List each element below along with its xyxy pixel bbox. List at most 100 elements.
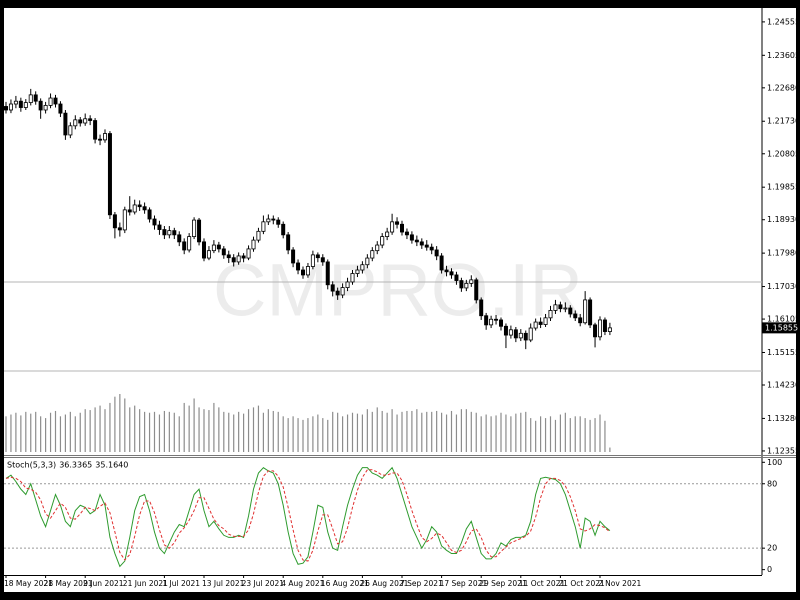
x-tick-label: 29 Sep 2021 bbox=[479, 579, 527, 588]
candle-body bbox=[201, 241, 206, 259]
candle-body bbox=[355, 269, 360, 274]
x-tick-label: 23 Jul 2021 bbox=[242, 579, 285, 588]
candle-body bbox=[256, 230, 261, 241]
x-tick-label: 2 Nov 2021 bbox=[598, 579, 641, 588]
candle-body bbox=[474, 279, 479, 301]
candle-body bbox=[98, 138, 103, 141]
candle-body bbox=[216, 244, 221, 250]
candle-body bbox=[296, 262, 301, 271]
candle-body bbox=[419, 241, 424, 246]
candle-body bbox=[236, 255, 241, 263]
stoch-line bbox=[5, 469, 611, 562]
candle-body bbox=[513, 329, 518, 339]
candle-body bbox=[380, 236, 385, 246]
candle-body bbox=[533, 321, 538, 329]
indicator-value: 35.1640 bbox=[95, 461, 128, 470]
stoch-line bbox=[5, 466, 611, 568]
candle-body bbox=[226, 254, 231, 259]
x-tick-label: 18 May 2021 bbox=[4, 579, 53, 588]
candle-body bbox=[43, 105, 48, 111]
candle-body bbox=[132, 204, 137, 213]
candle-body bbox=[523, 332, 528, 341]
candle-body bbox=[563, 307, 568, 310]
candle-body bbox=[271, 218, 276, 221]
indicator-title: Stoch(5,3,3) bbox=[7, 461, 56, 470]
candle-body bbox=[444, 269, 449, 273]
x-tick-label: 13 Jul 2021 bbox=[202, 579, 245, 588]
y-tick-label: 1.18930 bbox=[767, 215, 800, 224]
candle-body bbox=[434, 249, 439, 257]
x-tick-label: 1 Jul 2021 bbox=[162, 579, 200, 588]
y-tick-label: 1.20805 bbox=[767, 149, 800, 158]
candle-body bbox=[83, 118, 88, 124]
candle-body bbox=[602, 319, 607, 332]
y-tick-label: 1.24555 bbox=[767, 17, 800, 26]
candle-body bbox=[241, 255, 246, 259]
candle-body bbox=[449, 271, 454, 276]
candle-body bbox=[573, 313, 578, 319]
candle-body bbox=[88, 118, 93, 121]
candle-body bbox=[157, 224, 162, 230]
candle-body bbox=[479, 299, 484, 317]
candle-body bbox=[182, 241, 187, 251]
x-tick-label: 21 Jun 2021 bbox=[123, 579, 168, 588]
candle-body bbox=[489, 318, 494, 326]
candle-body bbox=[142, 206, 147, 211]
y-tick-label: 1.16105 bbox=[767, 315, 800, 324]
y-tick-label: 1.14230 bbox=[767, 381, 800, 390]
candle-body bbox=[350, 273, 355, 283]
y-tick-label: 1.12355 bbox=[767, 446, 800, 455]
candle-body bbox=[192, 219, 197, 237]
candle-body bbox=[409, 234, 414, 241]
candle-body bbox=[73, 119, 78, 127]
candle-body bbox=[68, 125, 73, 136]
candle-body bbox=[211, 244, 216, 252]
candle-body bbox=[424, 244, 429, 248]
candle-body bbox=[528, 327, 533, 341]
candle-body bbox=[518, 332, 523, 339]
candle-body bbox=[93, 120, 98, 140]
y-tick-label: 1.15155 bbox=[767, 348, 800, 357]
candle-body bbox=[459, 280, 464, 289]
price-marker-label: 1.15855 bbox=[765, 323, 798, 332]
candle-body bbox=[167, 230, 172, 236]
candle-body bbox=[469, 279, 474, 284]
candle-body bbox=[8, 103, 13, 111]
candle-body bbox=[300, 269, 305, 276]
candle-body bbox=[187, 236, 192, 251]
candle-body bbox=[122, 209, 127, 231]
candle-body bbox=[568, 307, 573, 315]
candle-body bbox=[548, 310, 553, 319]
candle-body bbox=[112, 214, 117, 229]
candle-body bbox=[13, 100, 18, 105]
candle-body bbox=[325, 261, 330, 286]
watermark: CMPRO.IR bbox=[213, 249, 583, 332]
candle-body bbox=[399, 223, 404, 233]
x-tick-label: 17 Sep 2021 bbox=[440, 579, 488, 588]
candle-body bbox=[310, 254, 315, 267]
x-tick-label: 7 Sep 2021 bbox=[400, 579, 443, 588]
candle-body bbox=[375, 244, 380, 252]
candle-body bbox=[429, 246, 434, 251]
candle-body bbox=[414, 239, 419, 243]
candle-body bbox=[583, 299, 588, 324]
candle-body bbox=[162, 229, 167, 236]
candle-body bbox=[28, 94, 33, 104]
candle-body bbox=[206, 250, 211, 259]
candle-body bbox=[197, 219, 202, 243]
x-tick-label: 16 Aug 2021 bbox=[321, 579, 369, 588]
candle-body bbox=[286, 234, 291, 251]
candle-body bbox=[593, 324, 598, 338]
candle-body bbox=[508, 329, 513, 336]
candle-body bbox=[390, 221, 395, 233]
candle-body bbox=[320, 257, 325, 263]
candle-body bbox=[53, 97, 58, 105]
y-tick-label: 1.17030 bbox=[767, 282, 800, 291]
candle-body bbox=[335, 290, 340, 296]
y-tick-label: 1.22680 bbox=[767, 83, 800, 92]
candle-body bbox=[103, 133, 108, 141]
y-tick-label: 100 bbox=[767, 458, 782, 467]
candle-body bbox=[117, 227, 122, 231]
